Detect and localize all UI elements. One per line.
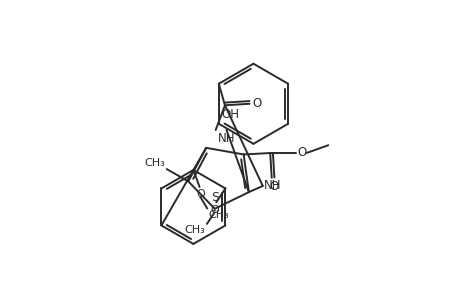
Text: NH: NH (264, 179, 281, 192)
Text: CH₃: CH₃ (208, 210, 229, 220)
Text: CH₃: CH₃ (184, 225, 205, 236)
Text: O: O (196, 189, 204, 199)
Text: O: O (297, 146, 306, 159)
Text: OH: OH (221, 108, 239, 121)
Text: NH: NH (218, 132, 235, 145)
Text: CH₃: CH₃ (144, 158, 165, 168)
Text: O: O (252, 97, 261, 110)
Text: O: O (269, 180, 279, 193)
Text: S: S (211, 191, 219, 204)
Text: O: O (210, 205, 218, 214)
